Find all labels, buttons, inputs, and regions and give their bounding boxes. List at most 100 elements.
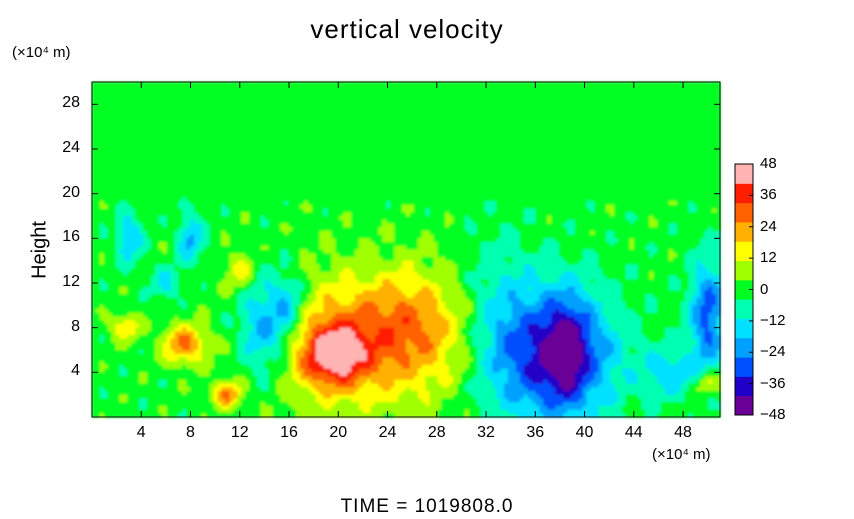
heatmap-cell	[131, 320, 136, 325]
heatmap-cell	[178, 201, 183, 206]
heatmap-cell	[272, 297, 278, 303]
heatmap-cell	[225, 357, 230, 362]
heatmap-cell	[241, 227, 246, 232]
heatmap-cell	[205, 182, 211, 187]
heatmap-cell	[225, 405, 230, 411]
heatmap-cell	[103, 137, 109, 143]
heatmap-cell	[127, 309, 132, 314]
heatmap-cell	[190, 208, 195, 213]
heatmap-cell	[229, 335, 234, 340]
heatmap-cell	[178, 111, 183, 117]
heatmap-cell	[233, 230, 238, 236]
heatmap-cell	[111, 379, 117, 385]
heatmap-cell	[174, 364, 179, 370]
heatmap-cell	[139, 309, 144, 314]
heatmap-cell	[296, 290, 301, 295]
heatmap-cell	[194, 201, 199, 206]
heatmap-cell	[154, 275, 160, 280]
heatmap-cell	[162, 309, 168, 314]
heatmap-cell	[245, 104, 250, 109]
heatmap-cell	[284, 193, 289, 198]
heatmap-cell	[99, 208, 105, 213]
heatmap-cell	[249, 149, 254, 154]
heatmap-cell	[296, 126, 301, 131]
heatmap-cell	[186, 309, 191, 314]
heatmap-cell	[92, 130, 97, 135]
heatmap-cell	[95, 130, 101, 135]
heatmap-cell	[237, 115, 242, 120]
heatmap-cell	[194, 286, 199, 292]
heatmap-cell	[276, 212, 281, 217]
heatmap-cell	[182, 283, 187, 288]
heatmap-cell	[123, 275, 128, 280]
heatmap-cell	[194, 186, 199, 191]
heatmap-cell	[158, 327, 164, 332]
heatmap-cell	[213, 175, 219, 180]
heatmap-cell	[280, 361, 285, 366]
heatmap-cell	[119, 156, 124, 161]
heatmap-cell	[256, 253, 262, 258]
heatmap-cell	[127, 409, 132, 414]
heatmap-cell	[241, 223, 246, 228]
heatmap-cell	[300, 368, 305, 373]
heatmap-cell	[213, 234, 219, 239]
heatmap-cell	[170, 212, 176, 217]
heatmap-cell	[272, 387, 278, 392]
heatmap-cell	[213, 141, 219, 146]
heatmap-cell	[131, 189, 136, 195]
heatmap-cell	[225, 320, 230, 325]
heatmap-cell	[284, 390, 289, 396]
heatmap-cell	[272, 208, 278, 213]
heatmap-cell	[213, 219, 219, 225]
heatmap-cell	[174, 137, 179, 143]
heatmap-cell	[197, 379, 203, 385]
heatmap-cell	[205, 137, 211, 143]
heatmap-cell	[170, 119, 176, 124]
heatmap-cell	[103, 413, 109, 418]
heatmap-cell	[115, 316, 121, 321]
heatmap-cell	[213, 394, 219, 399]
heatmap-cell	[174, 279, 179, 284]
heatmap-cell	[92, 238, 97, 243]
heatmap-cell	[288, 163, 293, 169]
heatmap-cell	[107, 316, 113, 321]
heatmap-cell	[170, 249, 176, 254]
heatmap-cell	[249, 383, 254, 388]
heatmap-cell	[182, 197, 187, 202]
heatmap-cell	[170, 178, 176, 184]
heatmap-cell	[197, 227, 203, 232]
heatmap-cell	[107, 309, 113, 314]
heatmap-cell	[296, 253, 301, 258]
heatmap-cell	[292, 182, 297, 187]
heatmap-cell	[119, 387, 124, 392]
heatmap-cell	[300, 186, 305, 191]
heatmap-cell	[186, 301, 191, 306]
heatmap-cell	[111, 96, 117, 102]
heatmap-cell	[292, 163, 297, 169]
heatmap-cell	[252, 294, 258, 299]
heatmap-cell	[107, 335, 113, 340]
heatmap-cell	[197, 145, 203, 150]
heatmap-cell	[201, 350, 207, 355]
heatmap-cell	[186, 93, 191, 98]
heatmap-cell	[166, 245, 172, 251]
heatmap-cell	[95, 115, 101, 120]
heatmap-cell	[237, 249, 242, 254]
heatmap-cell	[107, 230, 113, 236]
heatmap-cell	[123, 402, 128, 407]
heatmap-cell	[135, 275, 140, 280]
heatmap-cell	[213, 390, 219, 396]
heatmap-cell	[95, 167, 101, 172]
heatmap-cell	[99, 331, 105, 336]
heatmap-cell	[154, 115, 160, 120]
heatmap-cell	[264, 368, 270, 373]
heatmap-cell	[92, 156, 97, 161]
heatmap-cell	[158, 152, 164, 158]
heatmap-cell	[256, 342, 262, 347]
heatmap-cell	[146, 108, 152, 113]
heatmap-cell	[146, 256, 152, 262]
heatmap-cell	[186, 357, 191, 362]
heatmap-cell	[229, 160, 234, 165]
heatmap-cell	[245, 253, 250, 258]
heatmap-cell	[92, 167, 97, 172]
